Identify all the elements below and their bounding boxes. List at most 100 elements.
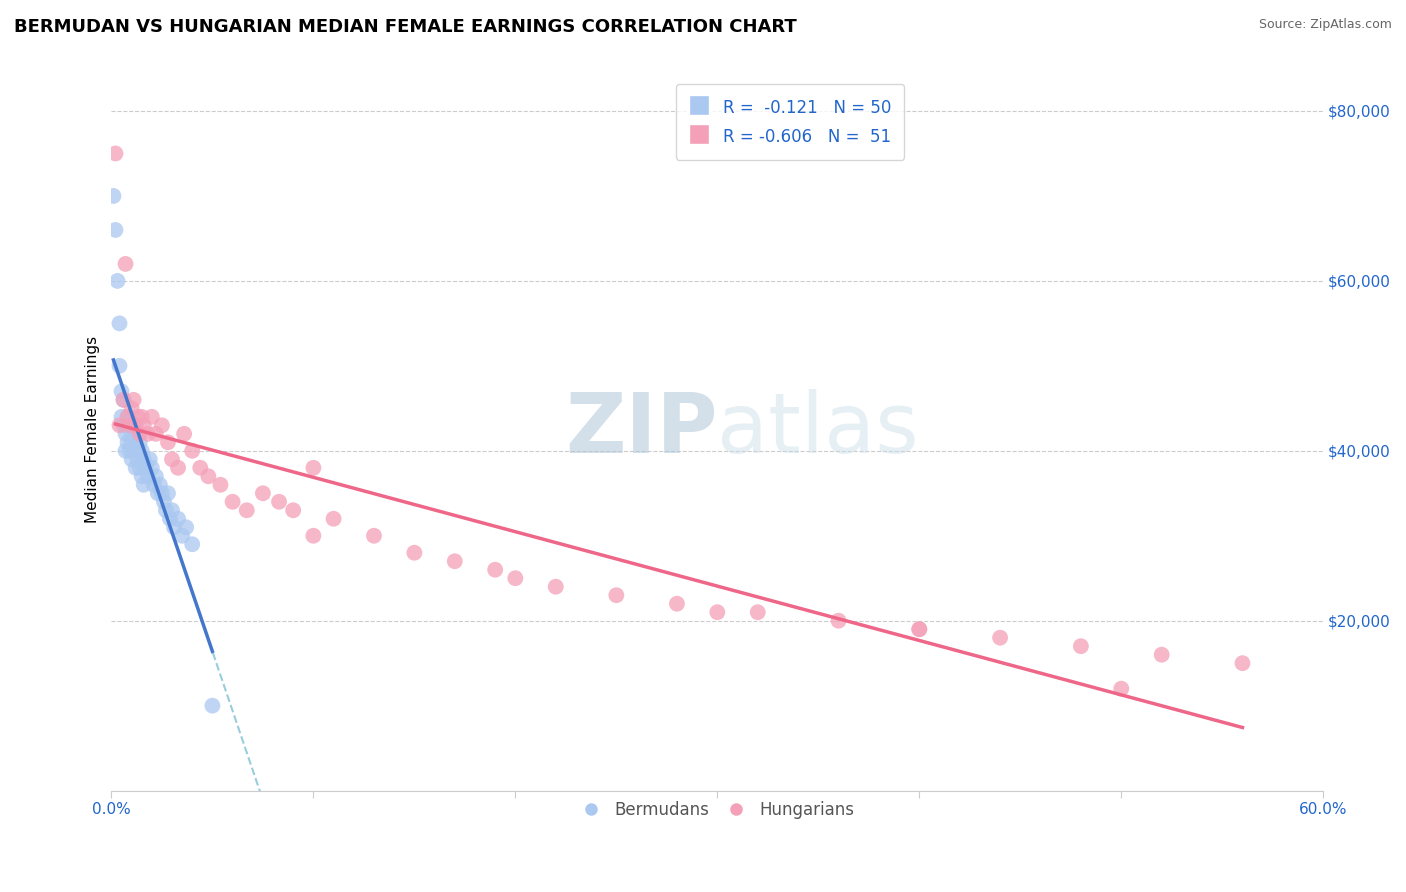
- Point: [706, 605, 728, 619]
- Point: [136, 469, 159, 483]
- Point: [121, 452, 143, 467]
- Point: [267, 495, 290, 509]
- Point: [117, 409, 139, 424]
- Point: [117, 435, 139, 450]
- Y-axis label: Median Female Earnings: Median Female Earnings: [86, 336, 100, 523]
- Point: [197, 469, 219, 483]
- Point: [141, 409, 163, 424]
- Point: [108, 317, 131, 331]
- Point: [131, 443, 153, 458]
- Point: [118, 418, 141, 433]
- Legend: Bermudans, Hungarians: Bermudans, Hungarians: [574, 794, 860, 826]
- Point: [132, 452, 155, 467]
- Point: [160, 503, 183, 517]
- Point: [156, 435, 179, 450]
- Point: [443, 554, 465, 568]
- Point: [363, 529, 385, 543]
- Point: [150, 486, 173, 500]
- Point: [322, 512, 344, 526]
- Point: [404, 546, 426, 560]
- Point: [167, 460, 190, 475]
- Text: atlas: atlas: [717, 389, 920, 470]
- Point: [163, 520, 186, 534]
- Point: [172, 529, 194, 543]
- Point: [173, 426, 195, 441]
- Point: [132, 418, 155, 433]
- Point: [128, 435, 150, 450]
- Point: [150, 418, 173, 433]
- Point: [127, 452, 149, 467]
- Point: [149, 477, 172, 491]
- Point: [484, 563, 506, 577]
- Point: [118, 418, 141, 433]
- Point: [114, 426, 136, 441]
- Text: ZIP: ZIP: [565, 389, 717, 470]
- Point: [108, 359, 131, 373]
- Point: [153, 495, 176, 509]
- Point: [283, 503, 305, 517]
- Point: [188, 460, 211, 475]
- Point: [665, 597, 688, 611]
- Point: [107, 274, 129, 288]
- Point: [122, 392, 145, 407]
- Point: [181, 443, 204, 458]
- Point: [159, 512, 181, 526]
- Point: [127, 409, 149, 424]
- Point: [132, 477, 155, 491]
- Point: [1070, 639, 1092, 653]
- Point: [112, 392, 135, 407]
- Point: [174, 520, 197, 534]
- Point: [201, 698, 224, 713]
- Point: [302, 460, 325, 475]
- Point: [544, 580, 567, 594]
- Point: [110, 409, 132, 424]
- Point: [131, 469, 153, 483]
- Point: [145, 469, 167, 483]
- Point: [124, 418, 146, 433]
- Text: BERMUDAN VS HUNGARIAN MEDIAN FEMALE EARNINGS CORRELATION CHART: BERMUDAN VS HUNGARIAN MEDIAN FEMALE EARN…: [14, 18, 797, 36]
- Text: Source: ZipAtlas.com: Source: ZipAtlas.com: [1258, 18, 1392, 31]
- Point: [114, 257, 136, 271]
- Point: [1150, 648, 1173, 662]
- Point: [160, 452, 183, 467]
- Point: [505, 571, 527, 585]
- Point: [108, 418, 131, 433]
- Point: [155, 503, 177, 517]
- Point: [221, 495, 243, 509]
- Point: [302, 529, 325, 543]
- Point: [139, 452, 162, 467]
- Point: [110, 384, 132, 399]
- Point: [167, 512, 190, 526]
- Point: [1232, 656, 1254, 670]
- Point: [128, 426, 150, 441]
- Point: [235, 503, 257, 517]
- Point: [103, 189, 125, 203]
- Point: [104, 223, 127, 237]
- Point: [181, 537, 204, 551]
- Point: [127, 426, 149, 441]
- Point: [747, 605, 769, 619]
- Point: [252, 486, 274, 500]
- Point: [135, 460, 157, 475]
- Point: [124, 435, 146, 450]
- Point: [112, 392, 135, 407]
- Point: [145, 426, 167, 441]
- Point: [908, 622, 931, 636]
- Point: [156, 486, 179, 500]
- Point: [122, 418, 145, 433]
- Point: [209, 477, 232, 491]
- Point: [988, 631, 1011, 645]
- Point: [146, 486, 169, 500]
- Point: [827, 614, 849, 628]
- Point: [117, 409, 139, 424]
- Point: [121, 435, 143, 450]
- Point: [121, 401, 143, 416]
- Point: [121, 426, 143, 441]
- Point: [908, 622, 931, 636]
- Point: [124, 460, 146, 475]
- Point: [114, 443, 136, 458]
- Point: [131, 409, 153, 424]
- Point: [136, 426, 159, 441]
- Point: [118, 443, 141, 458]
- Point: [104, 146, 127, 161]
